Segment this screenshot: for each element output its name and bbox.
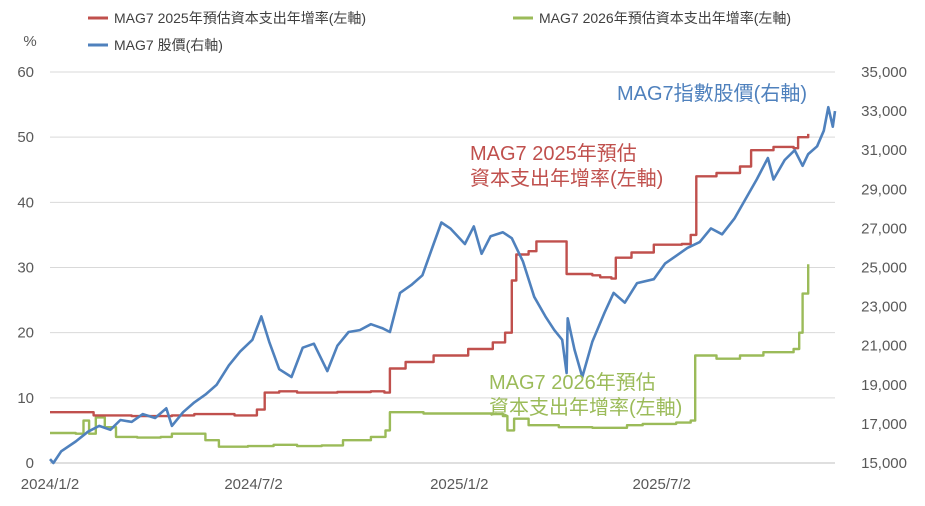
right-axis-tick-label: 31,000: [861, 142, 907, 159]
series-annotation: 資本支出年增率(左軸): [489, 396, 682, 419]
right-axis-tick-label: 23,000: [861, 299, 907, 316]
left-axis-unit: %: [23, 33, 36, 50]
x-axis-tick-label: 2024/7/2: [224, 476, 282, 493]
right-axis-tick-label: 29,000: [861, 181, 907, 198]
right-axis-tick-label: 25,000: [861, 260, 907, 277]
left-axis-tick-label: 20: [17, 325, 34, 342]
legend-label: MAG7 股價(右軸): [114, 37, 223, 53]
left-axis-tick-label: 10: [17, 390, 34, 407]
series-line-2: [50, 264, 810, 448]
left-axis: % 0 10 20 30 40 50 60: [17, 33, 36, 472]
right-axis-tick-label: 33,000: [861, 103, 907, 120]
series-line-3: [49, 105, 837, 465]
legend: MAG7 2025年預估資本支出年增率(左軸) MAG7 2026年預估資本支出年…: [88, 10, 791, 53]
left-axis-tick-label: 50: [17, 129, 34, 146]
x-axis-tick-label: 2024/1/2: [21, 476, 79, 493]
left-axis-tick-label: 30: [17, 260, 34, 277]
series-annotation: MAG7指數股價(右軸): [617, 82, 807, 105]
right-axis-tick-label: 21,000: [861, 338, 907, 355]
legend-label: MAG7 2026年預估資本支出年增率(左軸): [539, 10, 791, 26]
series-annotation: 資本支出年增率(左軸): [470, 167, 663, 190]
x-axis-tick-label: 2025/7/2: [632, 476, 690, 493]
legend-label: MAG7 2025年預估資本支出年增率(左軸): [114, 10, 366, 26]
gridlines: [50, 71, 835, 464]
right-axis-tick-label: 15,000: [861, 455, 907, 472]
series-lines: [49, 105, 837, 465]
left-axis-tick-label: 40: [17, 194, 34, 211]
right-axis-tick-label: 19,000: [861, 377, 907, 394]
right-axis-tick-label: 17,000: [861, 416, 907, 433]
left-axis-tick-label: 0: [26, 455, 34, 472]
series-annotation: MAG7 2026年預估: [489, 371, 656, 394]
series-line-1: [50, 133, 810, 418]
x-axis-tick-label: 2025/1/2: [430, 476, 488, 493]
right-axis-tick-label: 27,000: [861, 220, 907, 237]
x-axis: 2024/1/2 2024/7/2 2025/1/2 2025/7/2: [21, 476, 691, 493]
right-axis: 15,000 17,000 19,000 21,000 23,000 25,000 27,0…: [861, 64, 907, 472]
left-axis-tick-label: 60: [17, 64, 34, 81]
right-axis-tick-label: 35,000: [861, 64, 907, 81]
series-annotation: MAG7 2025年預估: [470, 142, 637, 165]
annotations: MAG7 2025年預估資本支出年增率(左軸)MAG7 2026年預估資本支出年…: [470, 82, 807, 419]
